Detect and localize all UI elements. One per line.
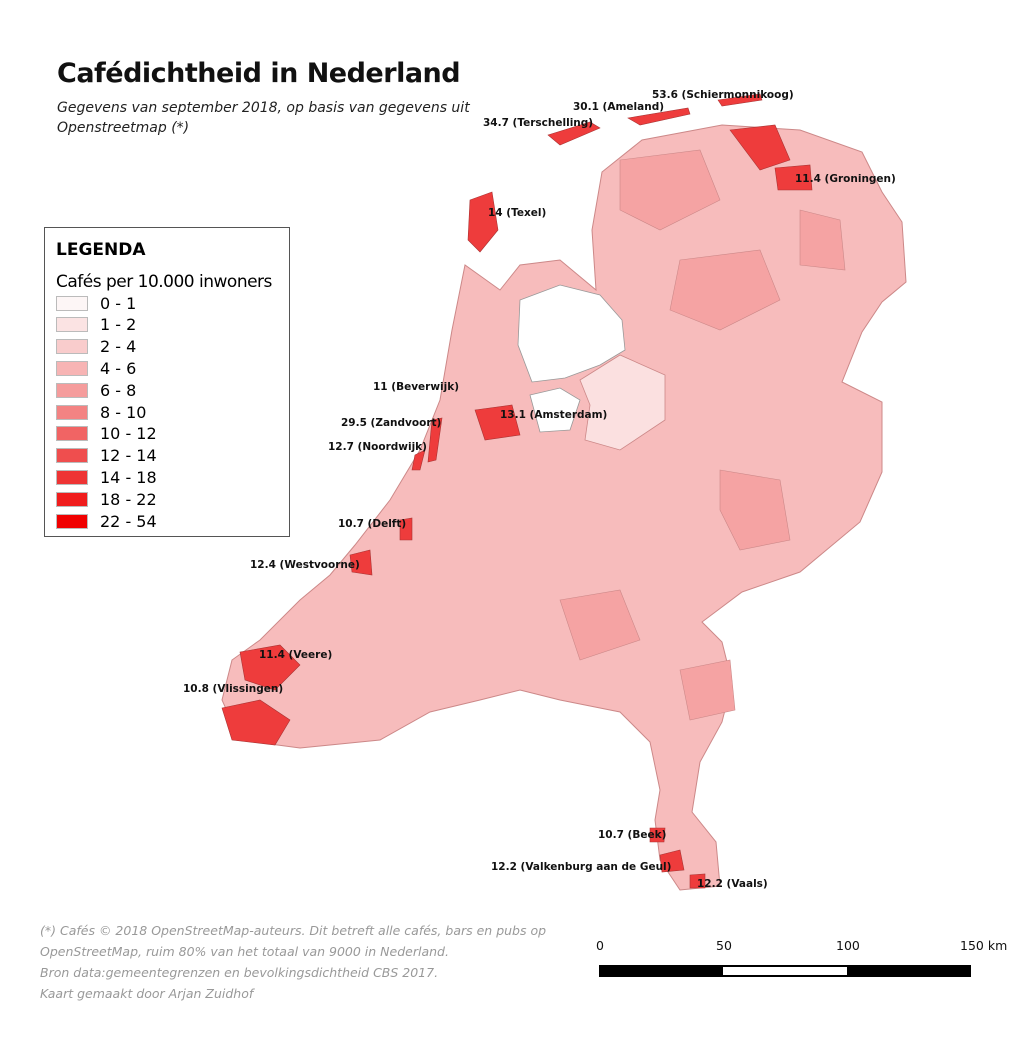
legend-item: 8 - 10 [56, 402, 147, 422]
label-terschelling: 34.7 (Terschelling) [483, 117, 594, 129]
label-texel: 14 (Texel) [488, 207, 547, 219]
label-delft: 10.7 (Delft) [338, 518, 407, 530]
legend-swatch [56, 317, 88, 333]
scale-tick: 50 [716, 938, 732, 953]
legend-label: 0 - 1 [100, 293, 137, 313]
legend-item: 18 - 22 [56, 489, 157, 509]
label-beek: 10.7 (Beek) [598, 829, 667, 841]
label-valkenburg: 12.2 (Valkenburg aan de Geul) [491, 861, 672, 873]
footer-line: OpenStreetMap, ruim 80% van het totaal v… [40, 944, 449, 959]
scale-bar-segment [723, 967, 847, 975]
legend-label: 18 - 22 [100, 489, 157, 509]
legend-item: 2 - 4 [56, 337, 137, 357]
legend-label: 6 - 8 [100, 380, 137, 400]
scale-tick: 0 [596, 938, 604, 953]
footer-line: (*) Cafés © 2018 OpenStreetMap-auteurs. … [40, 923, 547, 938]
flevoland [579, 354, 666, 451]
legend-swatch [56, 448, 88, 464]
legend-title: LEGENDA [56, 240, 146, 260]
legend-swatch [56, 426, 88, 442]
municipality-regions [559, 149, 846, 721]
label-amsterdam: 13.1 (Amsterdam) [500, 409, 608, 421]
legend-label: 8 - 10 [100, 402, 147, 422]
ijsselmeer [517, 284, 626, 383]
footer-line: Kaart gemaakt door Arjan Zuidhof [40, 986, 254, 1001]
footer-line: Bron data:gemeentegrenzen en bevolkingsd… [40, 965, 439, 980]
legend-label: 14 - 18 [100, 467, 157, 487]
legend-item: 1 - 2 [56, 315, 137, 335]
footer-notes: (*) Cafés © 2018 OpenStreetMap-auteurs. … [40, 920, 546, 1004]
legend-label: 10 - 12 [100, 424, 157, 444]
label-groningen: 11.4 (Groningen) [795, 173, 896, 185]
legend-label: 1 - 2 [100, 315, 137, 335]
legend-item: 10 - 12 [56, 424, 157, 444]
label-noordwijk: 12.7 (Noordwijk) [328, 441, 427, 453]
legend-item: 4 - 6 [56, 358, 137, 378]
map-subtitle: Gegevens van september 2018, op basis va… [57, 100, 470, 136]
legend-swatch [56, 513, 88, 529]
legend-swatch [56, 382, 88, 398]
legend-label: 4 - 6 [100, 358, 137, 378]
legend-item: 6 - 8 [56, 380, 137, 400]
legend-item: 22 - 54 [56, 511, 157, 531]
scale-tick: 100 [836, 938, 860, 953]
label-ameland: 30.1 (Ameland) [573, 101, 665, 113]
legend-swatch [56, 404, 88, 420]
scale-tick: 150 km [960, 938, 1008, 953]
label-vaals: 12.2 (Vaals) [697, 878, 768, 890]
label-schiermonnikoog: 53.6 (Schiermonnikoog) [652, 89, 794, 101]
label-westvoorne: 12.4 (Westvoorne) [250, 559, 360, 571]
map-title: Cafédichtheid in Nederland [57, 58, 461, 89]
legend-item: 12 - 14 [56, 446, 157, 466]
legend-label: 2 - 4 [100, 337, 137, 357]
legend-swatch [56, 339, 88, 355]
scale-bar [599, 965, 971, 977]
legend-label: 22 - 54 [100, 511, 157, 531]
label-zandvoort: 29.5 (Zandvoort) [341, 417, 442, 429]
legend-subtitle: Cafés per 10.000 inwoners [56, 272, 272, 292]
legend-swatch [56, 295, 88, 311]
markermeer [529, 387, 581, 433]
label-veere: 11.4 (Veere) [259, 649, 333, 661]
legend-swatch [56, 491, 88, 507]
label-beverwijk: 11 (Beverwijk) [373, 381, 460, 393]
legend-item: 14 - 18 [56, 467, 157, 487]
high-density-municipalities [221, 93, 813, 889]
legend-swatch [56, 469, 88, 485]
legend-swatch [56, 360, 88, 376]
label-vlissingen: 10.8 (Vlissingen) [183, 683, 284, 695]
legend-label: 12 - 14 [100, 446, 157, 466]
legend-item: 0 - 1 [56, 293, 137, 313]
